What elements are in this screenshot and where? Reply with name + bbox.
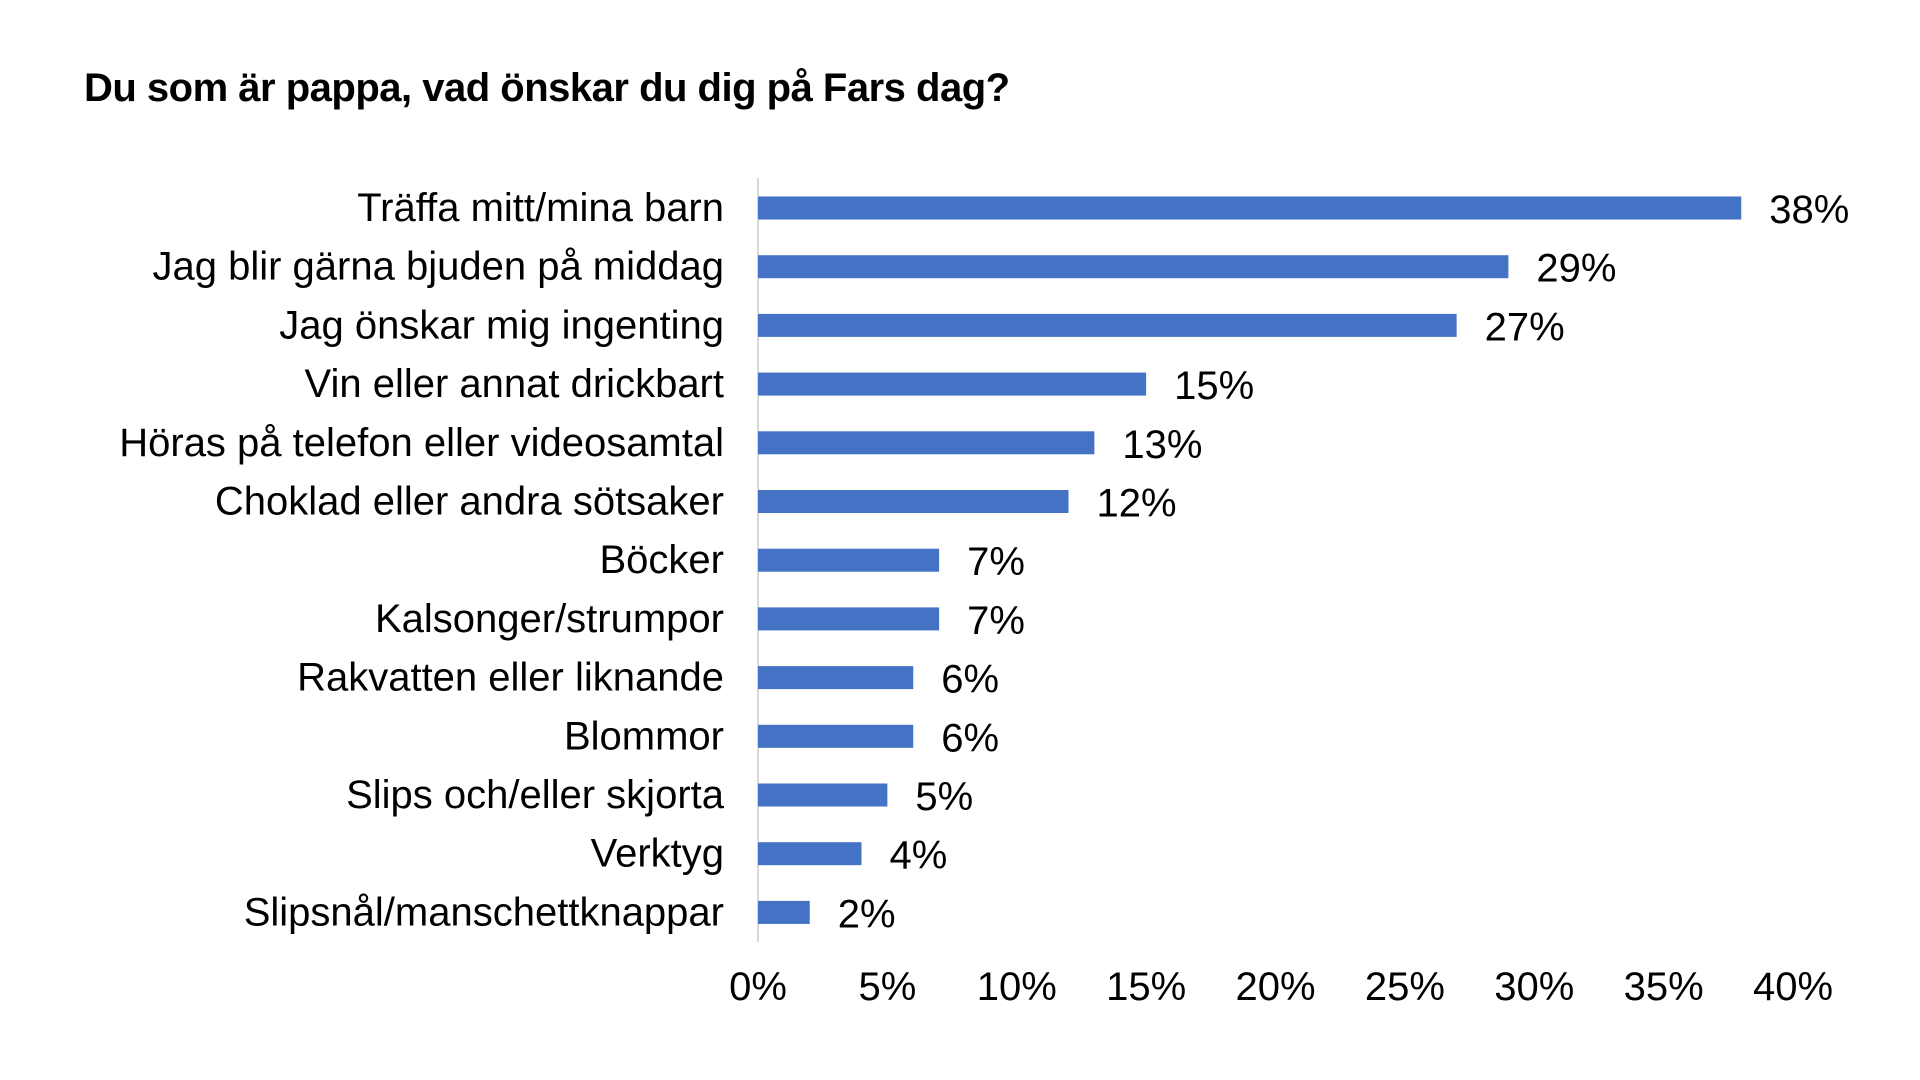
x-tick-label-35: 35% bbox=[1624, 965, 1704, 1009]
category-label-5: Höras på telefon eller videosamtal bbox=[119, 421, 724, 465]
value-label-13: 2% bbox=[838, 892, 896, 936]
bar-9 bbox=[758, 666, 914, 690]
value-label-9: 6% bbox=[941, 658, 999, 702]
bar-3 bbox=[758, 313, 1457, 337]
bar-10 bbox=[758, 724, 914, 748]
bar-5 bbox=[758, 431, 1095, 455]
chart-title: Du som är pappa, vad önskar du dig på Fa… bbox=[84, 66, 1010, 110]
x-tick-label-30: 30% bbox=[1494, 965, 1574, 1009]
bar-13 bbox=[758, 900, 810, 924]
category-label-8: Kalsonger/strumpor bbox=[375, 597, 724, 641]
x-tick-label-0: 0% bbox=[729, 965, 787, 1009]
bar-11 bbox=[758, 783, 888, 807]
bars-group bbox=[758, 196, 1742, 924]
bar-7 bbox=[758, 548, 940, 572]
category-label-2: Jag blir gärna bjuden på middag bbox=[152, 245, 724, 289]
category-label-9: Rakvatten eller liknande bbox=[297, 656, 724, 700]
category-label-6: Choklad eller andra sötsaker bbox=[215, 480, 724, 524]
x-tick-label-40: 40% bbox=[1753, 965, 1833, 1009]
value-label-2: 29% bbox=[1536, 247, 1616, 291]
value-label-8: 7% bbox=[967, 599, 1025, 643]
x-tick-label-15: 15% bbox=[1106, 965, 1186, 1009]
category-labels: Träffa mitt/mina barn Jag blir gärna bjud… bbox=[119, 186, 725, 934]
value-label-12: 4% bbox=[890, 834, 948, 878]
value-label-3: 27% bbox=[1485, 305, 1565, 349]
x-tick-label-10: 10% bbox=[977, 965, 1057, 1009]
bar-12 bbox=[758, 842, 862, 866]
category-label-1: Träffa mitt/mina barn bbox=[357, 186, 724, 230]
bar-2 bbox=[758, 255, 1509, 279]
value-label-10: 6% bbox=[941, 716, 999, 760]
bar-8 bbox=[758, 607, 940, 631]
x-tick-label-20: 20% bbox=[1235, 965, 1315, 1009]
value-label-1: 38% bbox=[1769, 188, 1849, 232]
category-label-3: Jag önskar mig ingenting bbox=[279, 303, 724, 347]
value-labels: 38% 29% 27% 15% 13% 12% 7% 7% 6% 6% 5% 4% 2% bbox=[838, 188, 1850, 936]
value-label-11: 5% bbox=[915, 775, 973, 819]
category-label-7: Böcker bbox=[600, 538, 725, 582]
bar-1 bbox=[758, 196, 1742, 220]
value-label-4: 15% bbox=[1174, 364, 1254, 408]
value-label-7: 7% bbox=[967, 540, 1025, 584]
x-axis-tick-labels: 0% 5% 10% 15% 20% 25% 30% 35% 40% bbox=[729, 965, 1833, 1009]
category-label-4: Vin eller annat drickbart bbox=[305, 362, 725, 406]
category-label-13: Slipsnål/manschettknappar bbox=[244, 890, 724, 934]
category-label-10: Blommor bbox=[564, 714, 724, 758]
value-label-6: 12% bbox=[1097, 482, 1177, 526]
x-tick-label-5: 5% bbox=[858, 965, 916, 1009]
bar-6 bbox=[758, 490, 1069, 513]
value-label-5: 13% bbox=[1122, 423, 1202, 467]
bar-4 bbox=[758, 372, 1147, 396]
category-label-11: Slips och/eller skjorta bbox=[346, 773, 725, 817]
category-label-12: Verktyg bbox=[591, 832, 724, 876]
x-tick-label-25: 25% bbox=[1365, 965, 1445, 1009]
